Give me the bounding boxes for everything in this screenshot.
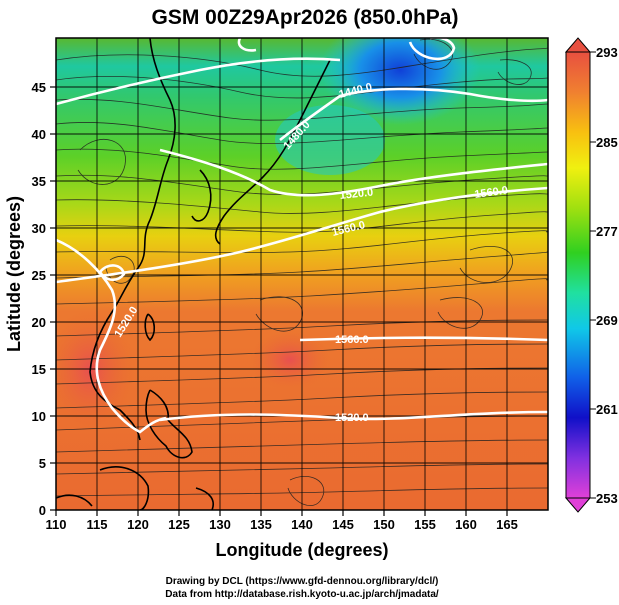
x-tick-label: 115	[87, 517, 108, 532]
colorbar-tick-label: 269	[596, 313, 618, 328]
borneo-coastline	[56, 466, 150, 510]
x-tick-label: 120	[127, 517, 149, 532]
x-tick-label: 140	[291, 517, 313, 532]
contour-low-west	[98, 264, 126, 282]
x-tick-label: 150	[373, 517, 395, 532]
y-tick-label: 5	[39, 456, 46, 471]
colorbar-tick-label: 277	[596, 224, 618, 239]
x-tick-label: 125	[168, 517, 190, 532]
y-axis-label: Latitude (degrees)	[4, 196, 24, 352]
y-tick-label: 30	[32, 221, 46, 236]
grid-lines	[56, 38, 548, 510]
x-tick-label: 145	[332, 517, 354, 532]
korea-coastline	[191, 169, 212, 222]
y-tick-label: 20	[32, 315, 46, 330]
x-tick-label: 110	[46, 517, 67, 532]
colorbar-scale	[565, 51, 591, 499]
contour-1520-mid	[159, 148, 548, 197]
y-tick-label: 10	[32, 409, 46, 424]
colorbar-tick-label: 285	[596, 135, 618, 150]
contour-north	[237, 38, 456, 61]
colorbar-tick-label: 261	[596, 402, 618, 417]
map-plot-area: 1560.0 1520.0 1520.0 1560.0 1520.0 1560.…	[56, 38, 548, 510]
colorbar-top-arrow	[564, 37, 592, 53]
contour-label: 1560.0	[474, 184, 509, 201]
x-tick-label: 130	[209, 517, 231, 532]
contour-label: 1520.0	[339, 187, 374, 202]
colorbar-tick-label: 253	[596, 491, 618, 506]
colorbar-tick-label: 293	[596, 45, 618, 60]
contour-1520-west	[56, 238, 167, 434]
newguinea-coastline	[195, 487, 214, 510]
contour-1440	[56, 57, 341, 106]
taiwan-coastline	[144, 313, 156, 342]
contour-label: 1560.0	[335, 334, 369, 346]
contour-1560-mid	[56, 186, 548, 284]
y-tick-label: 35	[32, 174, 46, 189]
contour-1480	[279, 87, 548, 142]
x-tick-label: 135	[250, 517, 272, 532]
height-contours	[56, 38, 548, 434]
streamlines	[56, 38, 548, 506]
figure-title: GSM 00Z29Apr2026 (850.0hPa)	[152, 6, 459, 29]
x-tick-label: 155	[414, 517, 436, 532]
x-tick-labels: 110 115 120 125 130 135 140 145 150 155 …	[46, 517, 518, 532]
credit-drawing: Drawing by DCL (https://www.gfd-dennou.o…	[166, 576, 439, 587]
y-tick-label: 0	[39, 503, 46, 518]
x-tick-label: 165	[496, 517, 518, 532]
contour-1560-south	[299, 336, 548, 342]
y-tick-label: 15	[32, 362, 46, 377]
axis-tick-marks	[50, 86, 508, 516]
japan-coastline	[214, 59, 331, 245]
y-tick-labels: 0 5 10 15 20 25 30 35 40 45	[32, 80, 46, 518]
y-tick-label: 25	[32, 268, 46, 283]
y-tick-label: 40	[32, 127, 46, 142]
contour-1520-south	[159, 410, 548, 422]
x-axis-label: Longitude (degrees)	[215, 540, 388, 560]
y-tick-label: 45	[32, 80, 46, 95]
colorbar: 253 261 269 277 285 293	[564, 37, 618, 513]
credit-data: Data from http://database.rish.kyoto-u.a…	[165, 589, 439, 600]
x-tick-label: 160	[455, 517, 477, 532]
colorbar-bottom-arrow	[564, 497, 592, 513]
contour-label: 1520.0	[335, 412, 369, 424]
